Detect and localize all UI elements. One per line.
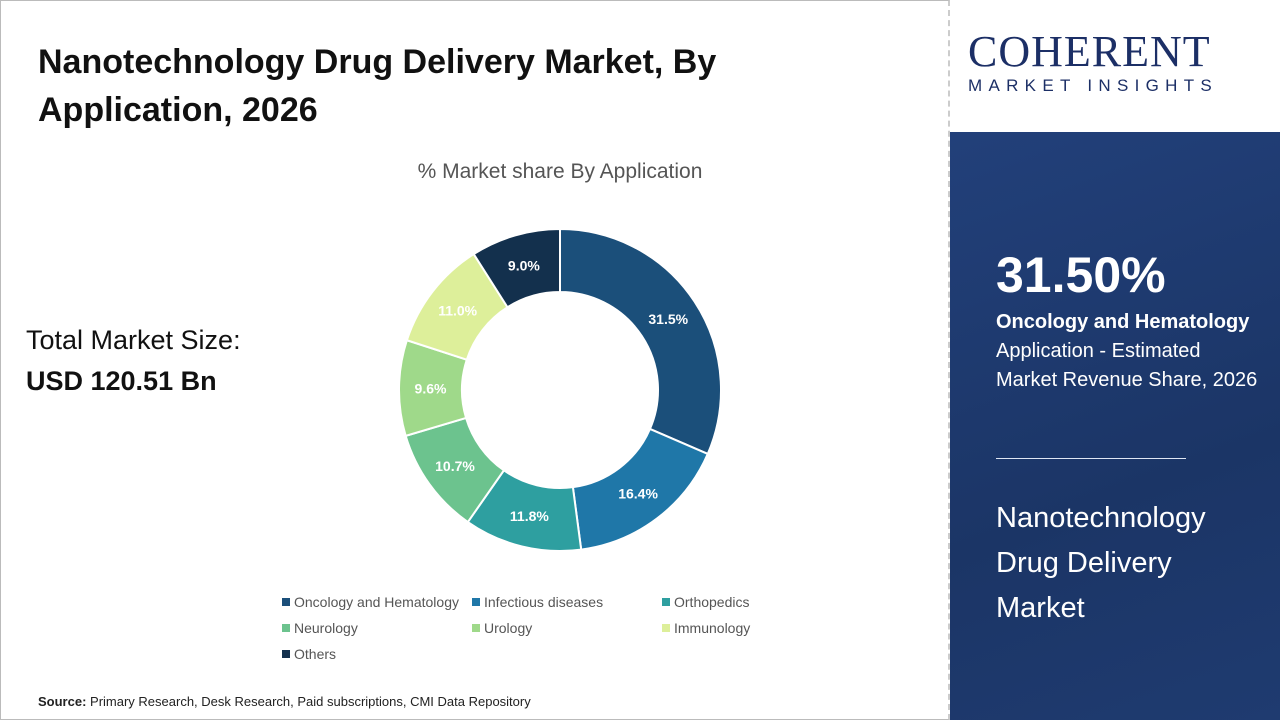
slice-others (472, 227, 561, 309)
highlight-description: Oncology and Hematology Application - Es… (996, 308, 1266, 395)
legend-swatch (282, 598, 290, 606)
logo-bottom: MARKET INSIGHTS (968, 76, 1219, 95)
legend-label: Others (294, 646, 337, 662)
legend-item: Infectious diseases (472, 594, 662, 610)
divider (996, 458, 1186, 459)
logo-top: COHERENT (968, 27, 1211, 76)
legend-item: Neurology (282, 620, 472, 636)
data-label: 9.0% (508, 258, 540, 274)
data-label: 16.4% (618, 485, 658, 501)
legend-swatch (472, 624, 480, 632)
legend-label: Infectious diseases (484, 594, 604, 610)
legend-label: Oncology and Hematology (294, 594, 459, 610)
data-label: 11.8% (510, 508, 549, 524)
page-title: Nanotechnology Drug Delivery Market, By … (38, 43, 717, 129)
source-text: Primary Research, Desk Research, Paid su… (86, 694, 531, 709)
total-market-label: Total Market Size: (26, 325, 241, 355)
source-label: Source: (38, 694, 87, 709)
legend-label: Immunology (674, 620, 751, 636)
highlight-percent: 31.50% (996, 247, 1166, 303)
legend-item: Oncology and Hematology (282, 594, 472, 610)
donut-chart: 31.5% 16.4% 11.8% 10.7% 9.6% 11.0% 9.0% (398, 227, 722, 552)
highlight-desc-text: Application - Estimated Market Revenue S… (996, 340, 1258, 391)
legend-item: Urology (472, 620, 662, 636)
legend-swatch (282, 624, 290, 632)
highlight-segment: Oncology and Hematology (996, 311, 1250, 333)
total-market-value: USD 120.51 Bn (26, 366, 217, 396)
slice-oncology-and-hematology (559, 227, 722, 456)
source-note: Source: Primary Research, Desk Research,… (38, 694, 531, 709)
legend-swatch (662, 598, 670, 606)
highlight-panel: 31.50% Oncology and Hematology Applicati… (950, 132, 1280, 720)
legend-swatch (472, 598, 480, 606)
legend-swatch (662, 624, 670, 632)
data-label: 9.6% (415, 380, 447, 396)
chart-title: % Market share By Application (417, 160, 703, 183)
legend-swatch (282, 650, 290, 658)
data-label: 10.7% (435, 458, 475, 474)
legend-item: Others (282, 646, 472, 662)
legend-item: Immunology (662, 620, 802, 636)
market-name: Nanotechnology Drug Delivery Market (996, 502, 1206, 624)
data-label: 31.5% (648, 311, 688, 327)
legend-label: Urology (484, 620, 533, 636)
legend-label: Orthopedics (674, 594, 750, 610)
data-label: 11.0% (438, 303, 477, 319)
legend-item: Orthopedics (662, 594, 802, 610)
logo: COHERENT MARKET INSIGHTS (968, 30, 1268, 96)
legend-label: Neurology (294, 620, 358, 636)
legend: Oncology and Hematology Infectious diseas… (282, 594, 802, 662)
